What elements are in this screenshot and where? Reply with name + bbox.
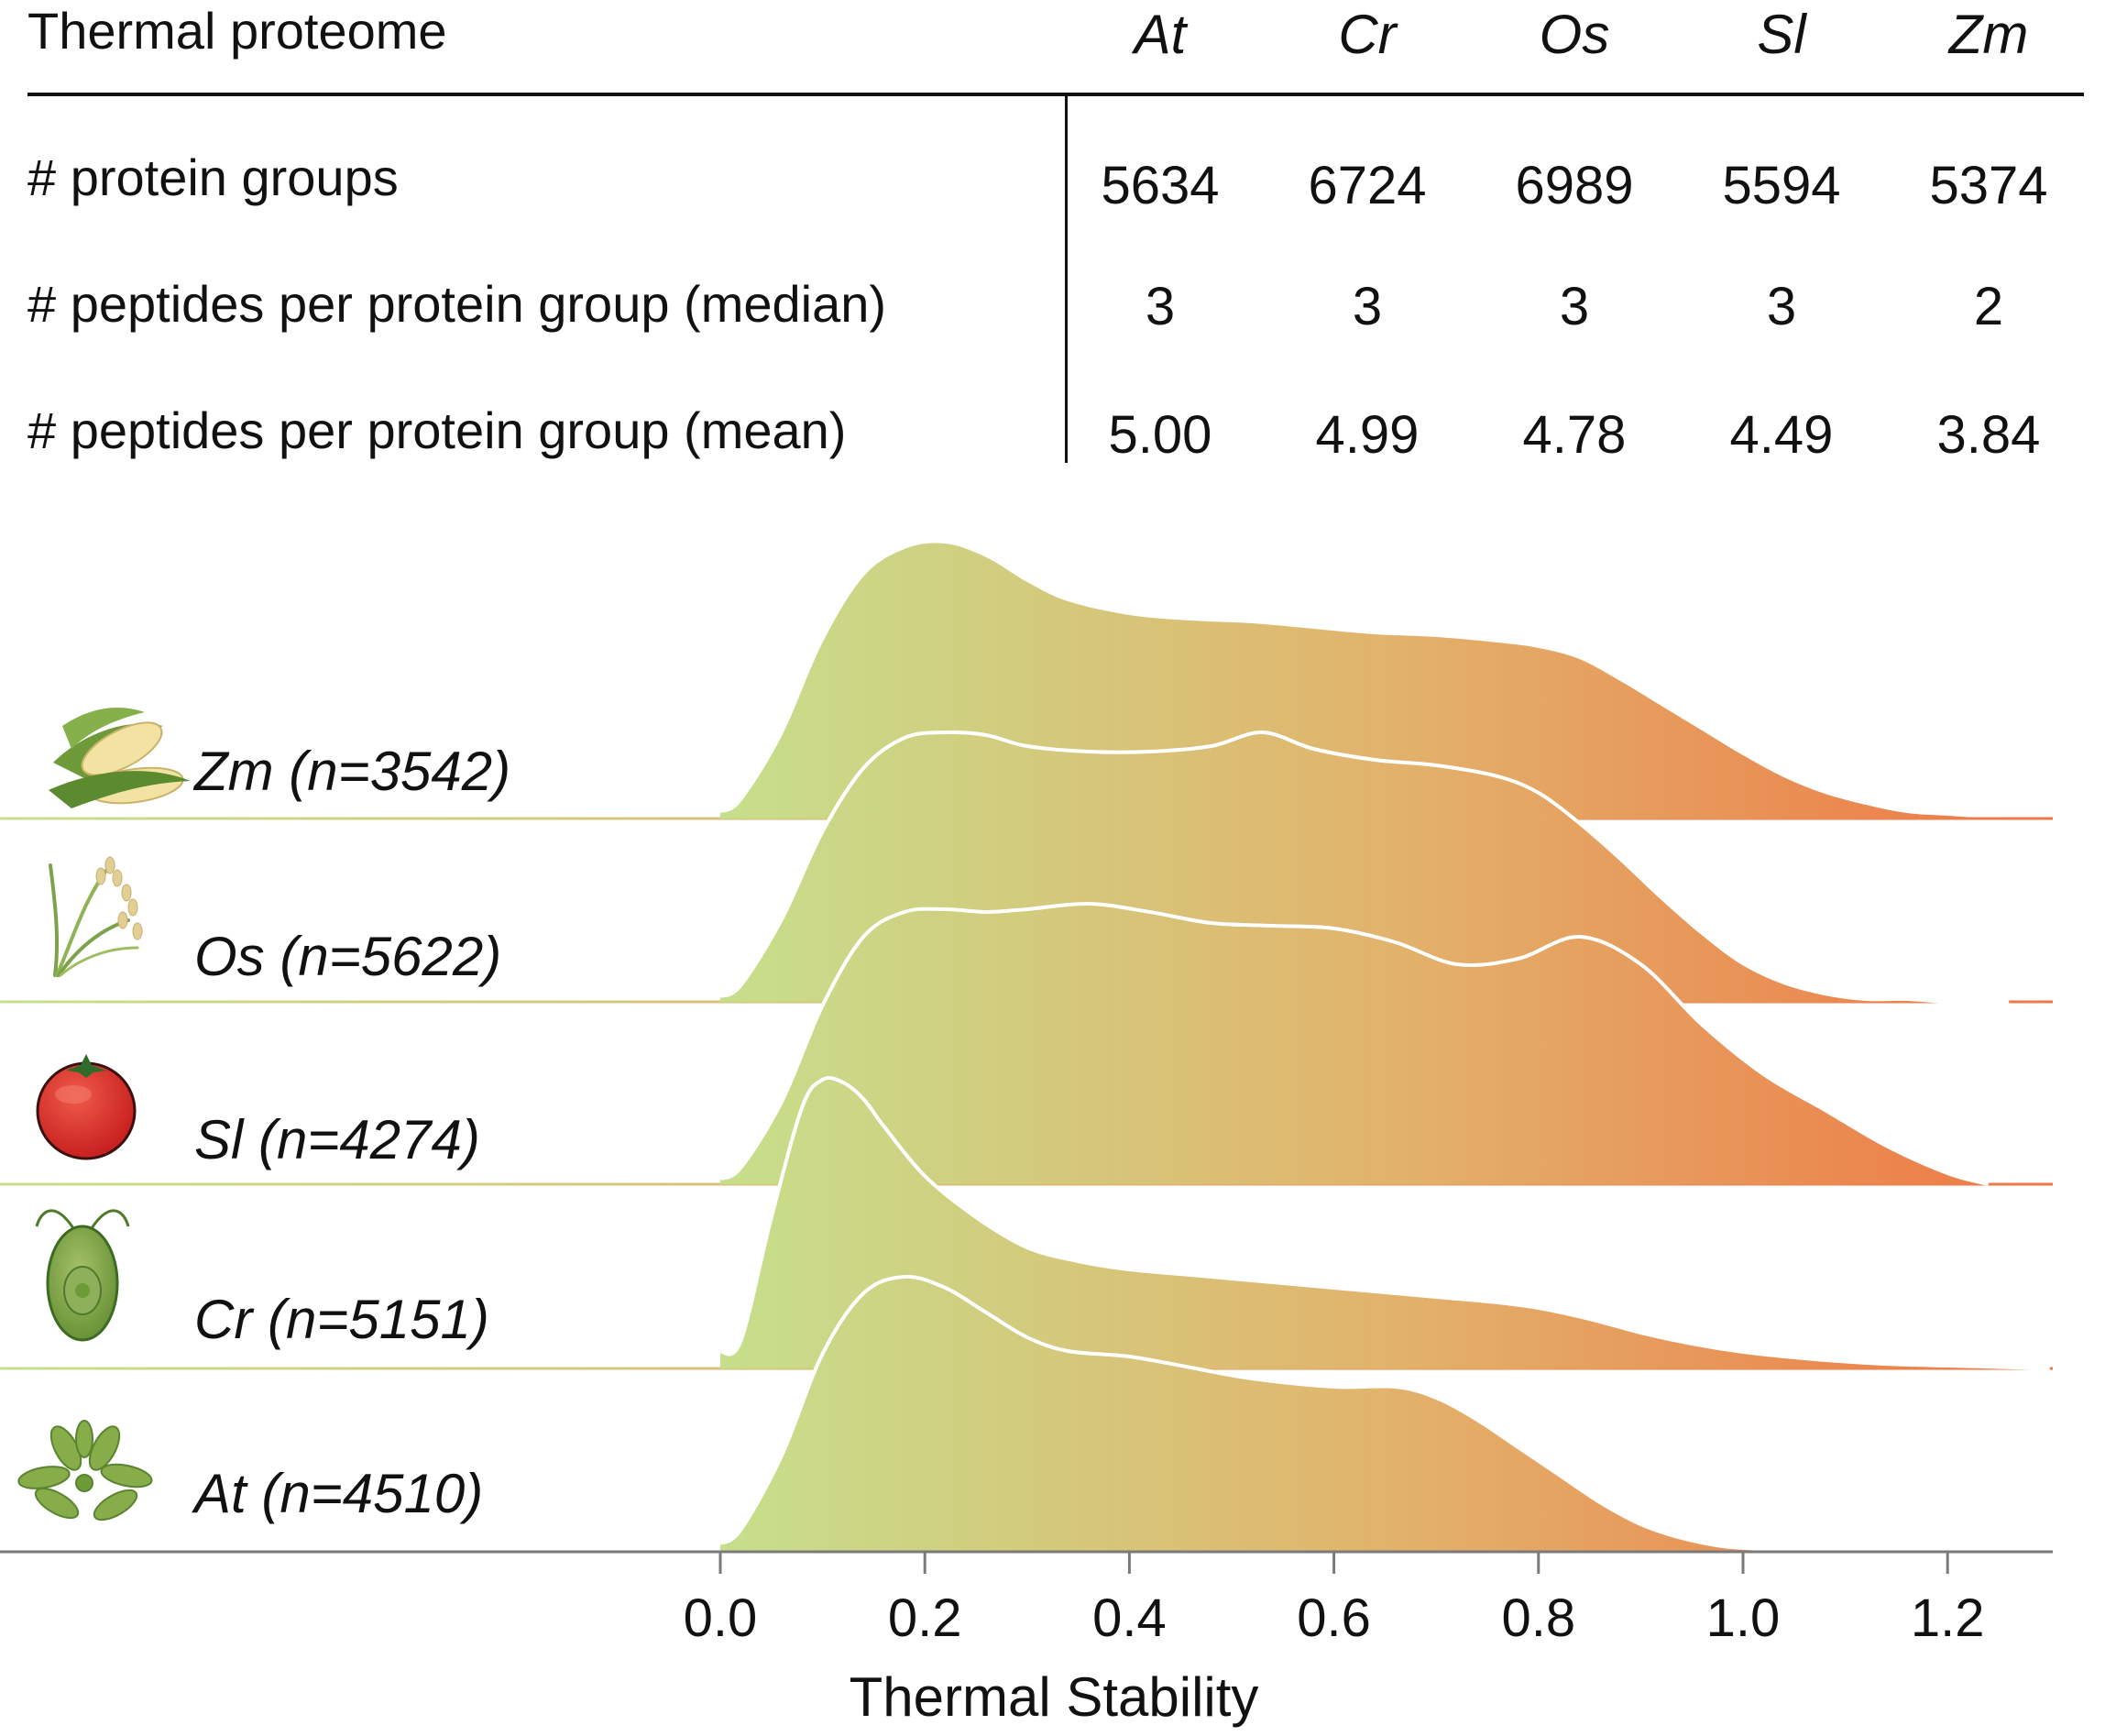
x-tick-label: 1.2 (1911, 1588, 1985, 1648)
x-axis-title: Thermal Stability (850, 1666, 1259, 1728)
series-label-cr: Cr (n=5151) (194, 1289, 489, 1350)
tomato-icon (36, 1054, 137, 1160)
row-label: # peptides per protein group (median) (27, 275, 887, 333)
col-header-at: At (1134, 4, 1187, 65)
table-column-rule (1065, 96, 1068, 463)
table-cell: 3 (1145, 277, 1176, 336)
ridge-area-sl (720, 903, 1989, 1184)
x-tick-label: 0.0 (684, 1588, 758, 1648)
table-cell: 5634 (1101, 156, 1220, 215)
table-cell: 3 (1766, 277, 1797, 336)
series-label-zm: Zm (n=3542) (192, 741, 510, 802)
table-title: Thermal proteome (27, 2, 447, 60)
series-label-os: Os (n=5622) (194, 926, 501, 987)
col-header-os: Os (1539, 4, 1610, 65)
rice-icon (49, 856, 143, 977)
series-label-sl: Sl (n=4274) (194, 1109, 480, 1170)
corn-icon (49, 708, 191, 808)
table-cell: 4.78 (1522, 405, 1627, 465)
ridge-outline-cr (719, 1076, 2050, 1370)
x-tick-label: 0.6 (1297, 1588, 1371, 1648)
col-header-cr: Cr (1338, 4, 1397, 65)
x-tick-label: 0.2 (888, 1588, 962, 1648)
col-header-sl: Sl (1757, 4, 1806, 65)
table-cell: 3 (1559, 277, 1590, 336)
x-tick-label: 0.8 (1501, 1588, 1575, 1648)
ridge-outline-sl (719, 901, 1990, 1186)
chlamydomonas-icon (35, 1209, 130, 1342)
table-cell: 6724 (1308, 156, 1427, 215)
col-header-zm: Zm (1948, 4, 2029, 65)
row-label: # peptides per protein group (mean) (27, 401, 847, 459)
arabidopsis-icon (17, 1420, 153, 1522)
table-cell: 6989 (1515, 156, 1634, 215)
table-cell: 5.00 (1108, 405, 1212, 465)
table-cell: 5594 (1722, 156, 1841, 215)
row-label: # protein groups (27, 148, 399, 206)
table-cell: 2 (1973, 277, 2004, 336)
ridge-area-cr (720, 1077, 2050, 1368)
series-label-at: At (n=4510) (192, 1463, 483, 1524)
table-cell: 5374 (1929, 156, 2048, 215)
table-cell: 3.84 (1936, 405, 2041, 465)
x-tick-label: 1.0 (1706, 1588, 1781, 1648)
table-cell: 4.49 (1729, 405, 1834, 465)
table-header-rule (27, 93, 2084, 96)
table-cell: 3 (1352, 277, 1383, 336)
table-cell: 4.99 (1315, 405, 1420, 465)
ridge-outline-os (719, 730, 2010, 1005)
x-tick-label: 0.4 (1092, 1588, 1167, 1648)
